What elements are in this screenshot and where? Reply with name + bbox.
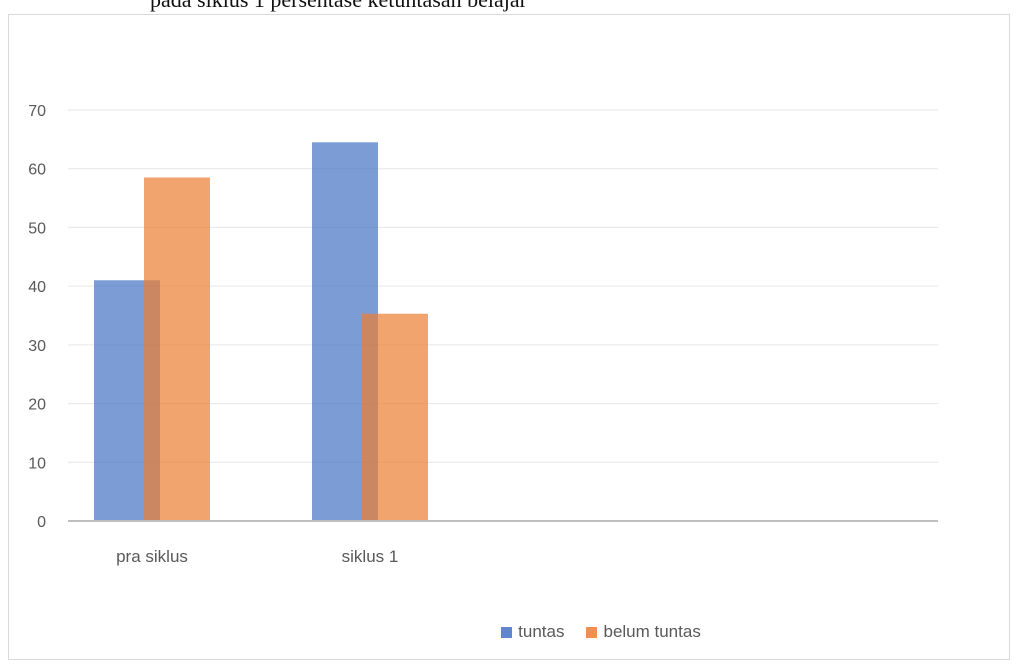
gridlines	[68, 109, 938, 463]
y-tick-labels: 0 10 20 30 40 50 60 70	[28, 103, 46, 531]
y-tick-label: 30	[28, 338, 46, 355]
category-label: siklus 1	[342, 547, 399, 566]
y-tick-label: 60	[28, 162, 46, 179]
y-tick-label: 0	[37, 514, 46, 531]
y-tick-label: 40	[28, 279, 46, 296]
document-text-line: pada siklus 1 persentase ketuntasan bela…	[150, 0, 527, 13]
legend-swatch-tuntas	[501, 626, 513, 638]
category-label: pra siklus	[116, 547, 188, 566]
bar-belum-tuntas-pra-siklus	[144, 177, 210, 521]
y-tick-label: 50	[28, 220, 46, 237]
cropped-document-text: pada siklus 1 persentase ketuntasan bela…	[0, 0, 1022, 14]
legend-item-tuntas: tuntas	[501, 622, 564, 642]
y-tick-label: 70	[28, 103, 46, 120]
category-labels: pra siklus siklus 1	[116, 547, 398, 566]
legend-label-belum-tuntas: belum tuntas	[603, 622, 701, 641]
legend: tuntas belum tuntas	[0, 622, 1022, 642]
legend-swatch-belum-tuntas	[586, 626, 598, 638]
y-tick-label: 10	[28, 455, 46, 472]
legend-label-tuntas: tuntas	[518, 622, 565, 641]
bar-belum-tuntas-siklus-1	[362, 313, 428, 521]
y-tick-label: 20	[28, 397, 46, 414]
legend-item-belum-tuntas: belum tuntas	[586, 622, 701, 642]
bars	[94, 142, 428, 522]
